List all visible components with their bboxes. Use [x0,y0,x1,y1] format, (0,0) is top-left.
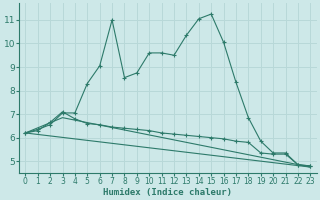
X-axis label: Humidex (Indice chaleur): Humidex (Indice chaleur) [103,188,232,197]
